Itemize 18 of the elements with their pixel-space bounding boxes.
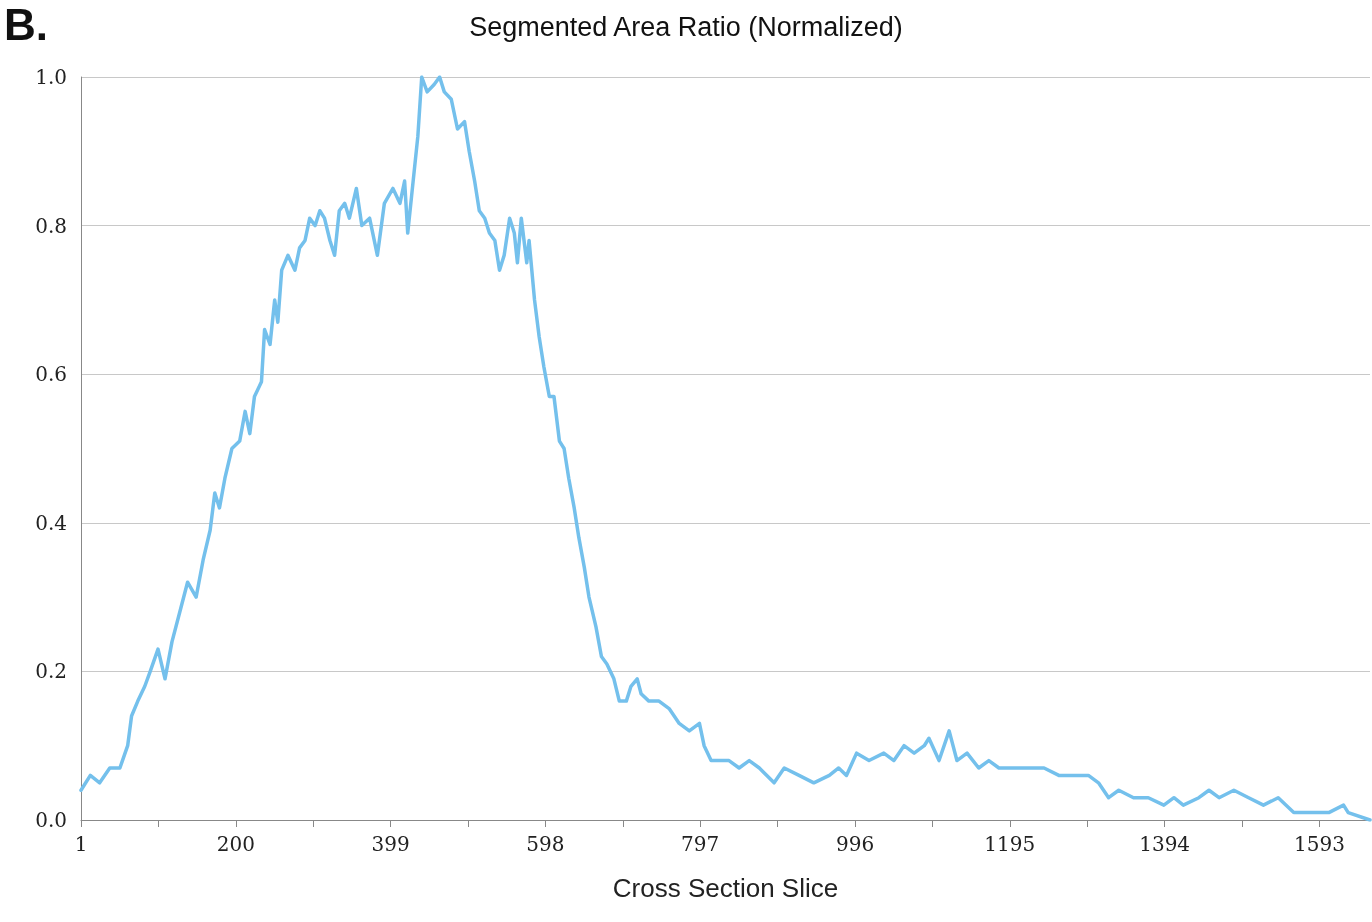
x-tick-label: 996 (835, 832, 875, 856)
y-tick-label: 1.0 (35, 65, 67, 89)
y-tick-label: 0.2 (35, 659, 67, 684)
x-axis-title: Cross Section Slice (612, 873, 839, 903)
x-tick-label: 1195 (984, 832, 1036, 856)
x-tick-label: 1593 (1293, 832, 1345, 856)
y-tick-label: 0.4 (35, 510, 67, 535)
x-tick-label: 200 (216, 832, 255, 856)
x-tick-label: 1 (74, 832, 88, 856)
chart-title: Segmented Area Ratio (Normalized) (469, 11, 903, 42)
x-tick-label: 399 (371, 832, 410, 856)
x-tick-label: 797 (681, 832, 720, 856)
y-tick-label: 0.6 (35, 362, 67, 387)
x-tick-label: 1394 (1139, 832, 1191, 856)
y-tick-label: 0.8 (35, 213, 67, 238)
text: B. (4, 0, 48, 49)
x-tick-label: 598 (526, 832, 565, 856)
y-tick-label: 0.0 (35, 808, 67, 832)
